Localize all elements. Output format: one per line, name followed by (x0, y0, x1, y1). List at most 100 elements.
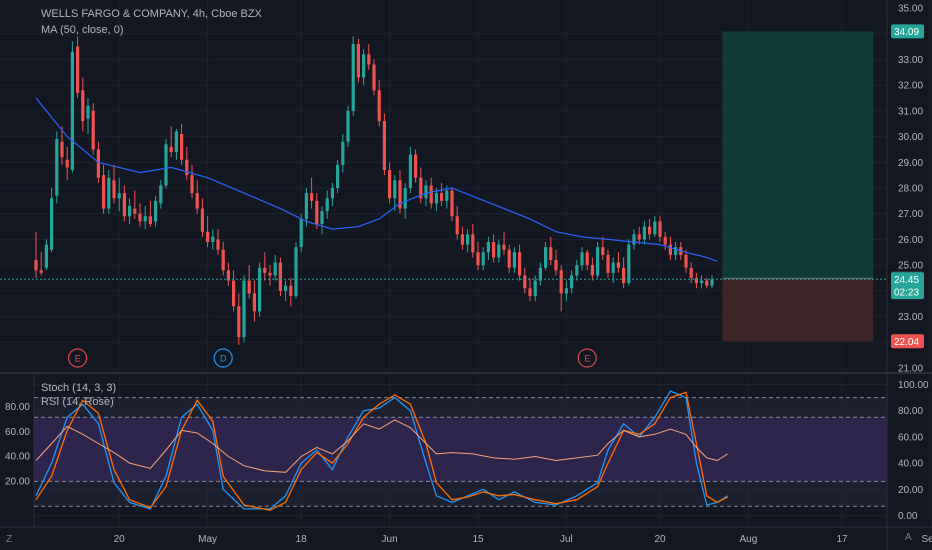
candle[interactable] (289, 278, 293, 307)
candle[interactable] (689, 262, 693, 284)
price-axis-label[interactable]: 34.09 (891, 24, 924, 39)
price-axis-label[interactable]: 24.45 (891, 272, 924, 287)
auto-scale-icon[interactable]: A (905, 532, 912, 543)
candle[interactable] (34, 231, 38, 278)
candle[interactable] (216, 229, 220, 255)
candle[interactable] (580, 247, 584, 271)
candle[interactable] (554, 249, 558, 276)
stoch-d-line[interactable] (35, 391, 728, 511)
rsi-line[interactable] (35, 419, 728, 473)
candle[interactable] (408, 146, 412, 194)
candle[interactable] (169, 126, 173, 158)
candle[interactable] (616, 252, 620, 273)
candle[interactable] (185, 146, 189, 181)
candle[interactable] (315, 193, 319, 230)
candle[interactable] (122, 185, 126, 222)
candle[interactable] (653, 216, 657, 237)
candle[interactable] (242, 275, 246, 343)
candle[interactable] (705, 278, 709, 289)
candle[interactable] (684, 249, 688, 273)
candle[interactable] (460, 226, 464, 250)
candle[interactable] (81, 77, 85, 132)
candle[interactable] (440, 182, 444, 206)
candle[interactable] (320, 206, 324, 235)
candle[interactable] (206, 216, 210, 248)
candle[interactable] (91, 103, 95, 155)
candle[interactable] (497, 239, 501, 263)
candle[interactable] (648, 218, 652, 240)
profit-zone[interactable] (722, 31, 874, 279)
price-axis-label[interactable]: 22.04 (891, 334, 924, 349)
candle[interactable] (143, 206, 147, 230)
candle[interactable] (330, 182, 334, 206)
candle[interactable] (284, 280, 288, 302)
candle[interactable] (252, 280, 256, 322)
timezone-icon[interactable]: Z (6, 534, 13, 545)
candle[interactable] (70, 41, 74, 173)
candle[interactable] (585, 249, 589, 271)
candle[interactable] (138, 203, 142, 227)
candle[interactable] (304, 188, 308, 227)
candle[interactable] (65, 146, 69, 181)
candle[interactable] (632, 229, 636, 250)
candle[interactable] (570, 270, 574, 294)
candle[interactable] (450, 188, 454, 222)
candle[interactable] (258, 262, 262, 317)
candle[interactable] (575, 260, 579, 281)
candle[interactable] (356, 38, 360, 83)
candle[interactable] (310, 177, 314, 209)
candle[interactable] (471, 224, 475, 258)
candle[interactable] (346, 105, 350, 147)
candle[interactable] (180, 123, 184, 165)
candle[interactable] (351, 36, 355, 116)
candle[interactable] (102, 164, 106, 214)
candle[interactable] (674, 242, 678, 260)
candle[interactable] (429, 177, 433, 209)
candle[interactable] (533, 275, 537, 302)
candle[interactable] (362, 49, 366, 86)
candle[interactable] (601, 236, 605, 260)
candle[interactable] (596, 242, 600, 278)
candle[interactable] (606, 249, 610, 278)
candle[interactable] (164, 139, 168, 188)
candle[interactable] (247, 265, 251, 299)
candle[interactable] (86, 98, 90, 134)
oscillator-pane[interactable] (34, 390, 887, 511)
candle[interactable] (133, 190, 137, 219)
candle[interactable] (710, 275, 714, 289)
dividend-marker[interactable]: D (213, 348, 233, 368)
price-axis-label[interactable]: 02:23 (891, 285, 924, 300)
loss-zone[interactable] (722, 278, 874, 342)
candle[interactable] (159, 180, 163, 209)
stoch-legend[interactable]: Stoch (14, 3, 3) (41, 382, 117, 394)
candle[interactable] (492, 234, 496, 263)
candle[interactable] (377, 80, 381, 127)
candle[interactable] (367, 44, 371, 70)
candle[interactable] (700, 275, 704, 289)
candle[interactable] (273, 254, 277, 281)
candle[interactable] (211, 229, 215, 250)
candle[interactable] (174, 128, 178, 160)
candle[interactable] (55, 131, 59, 204)
candle[interactable] (341, 134, 345, 173)
candle[interactable] (107, 170, 111, 214)
candle-series[interactable] (34, 36, 714, 345)
candle[interactable] (299, 213, 303, 253)
candle[interactable] (486, 236, 490, 260)
candle[interactable] (148, 200, 152, 227)
candle[interactable] (419, 167, 423, 204)
candle[interactable] (336, 159, 340, 194)
earnings-marker[interactable]: E (67, 348, 88, 368)
candle[interactable] (668, 236, 672, 260)
candle[interactable] (518, 244, 522, 281)
candle[interactable] (502, 231, 506, 255)
candle[interactable] (434, 188, 438, 212)
candle[interactable] (154, 195, 158, 227)
candle[interactable] (60, 126, 64, 165)
candle[interactable] (564, 280, 568, 302)
symbol-legend[interactable]: WELLS FARGO & COMPANY, 4h, Cboe BZX (41, 8, 262, 20)
candle[interactable] (590, 257, 594, 281)
candle[interactable] (50, 188, 54, 253)
candle[interactable] (278, 257, 282, 296)
